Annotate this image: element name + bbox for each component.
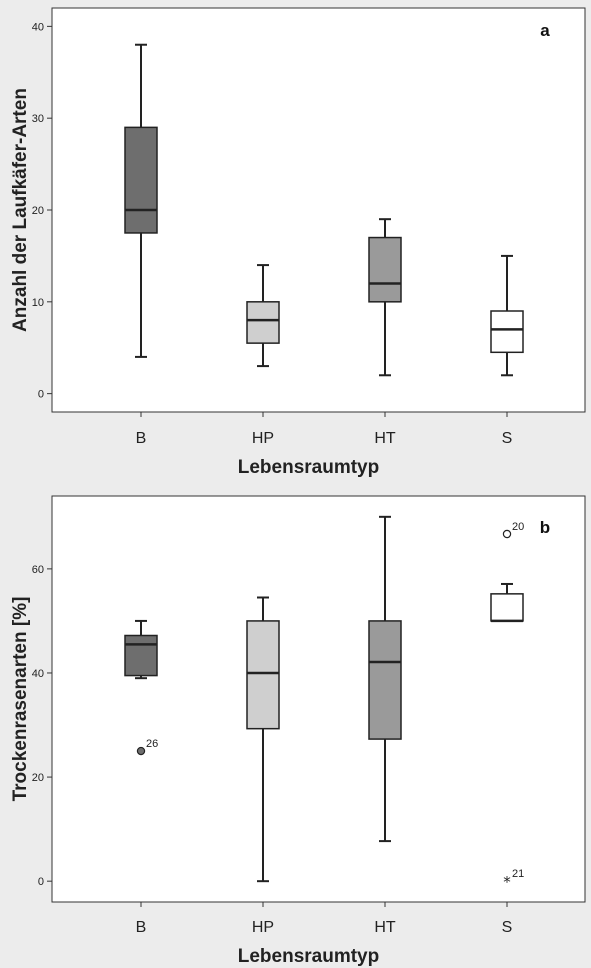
outlier-point	[502, 529, 512, 539]
y-tick-label: 0	[38, 876, 44, 888]
iqr-box	[246, 301, 280, 344]
panel-a: 0 10 20 30 40 B HP HT Sa Lebensraumtyp Anzahl der …	[10, 7, 586, 478]
iqr-box	[246, 620, 280, 730]
y-tick-label: 10	[32, 297, 44, 309]
iqr-box	[124, 634, 158, 677]
iqr-box	[490, 593, 524, 622]
outlier-label: 20	[512, 521, 524, 533]
iqr-box	[368, 620, 402, 740]
x-tick-label: HT	[374, 919, 396, 936]
box-HT	[368, 515, 402, 843]
x-tick-label: S	[502, 919, 513, 936]
plot-area	[51, 495, 586, 903]
x-tick-label: S	[502, 430, 513, 447]
outlier-label: 21	[512, 868, 524, 880]
box-HP	[246, 596, 280, 883]
extreme-value-star: *	[503, 873, 511, 891]
x-axis-title: Lebensraumtyp	[238, 457, 379, 478]
y-axis-title: Trockenrasenarten [%]	[10, 597, 31, 802]
y-tick-label: 20	[32, 205, 44, 217]
box-HP	[246, 264, 280, 368]
x-tick-label: B	[136, 430, 147, 447]
y-axis-title: Anzahl der Laufkäfer-Arten	[10, 88, 31, 332]
outlier-label: 26	[146, 738, 158, 750]
y-tick-label: 40	[32, 668, 44, 680]
panel-letter: a	[540, 21, 550, 40]
x-tick-label: HP	[252, 919, 274, 936]
box-HT	[368, 218, 402, 377]
y-tick-label: 40	[32, 21, 44, 33]
y-tick-label: 60	[32, 564, 44, 576]
outlier-point	[136, 746, 146, 756]
x-tick-label: HT	[374, 430, 396, 447]
y-tick-label: 0	[38, 389, 44, 401]
x-tick-label: HP	[252, 430, 274, 447]
box-B	[124, 43, 158, 358]
iqr-box	[490, 310, 524, 354]
x-axis-title: Lebensraumtyp	[238, 946, 379, 967]
box-S	[490, 254, 524, 377]
y-tick-label: 20	[32, 772, 44, 784]
panel-letter: b	[540, 518, 550, 537]
iqr-box	[368, 236, 402, 303]
x-tick-label: B	[136, 919, 147, 936]
panel-b: 0 20 40 60 B HP HT S 26 20 * 21 b Lebensraumtyp Trocke…	[10, 495, 586, 967]
box-S	[490, 582, 524, 623]
iqr-box	[124, 126, 158, 234]
y-tick-label: 30	[32, 113, 44, 125]
box-B	[124, 619, 158, 680]
